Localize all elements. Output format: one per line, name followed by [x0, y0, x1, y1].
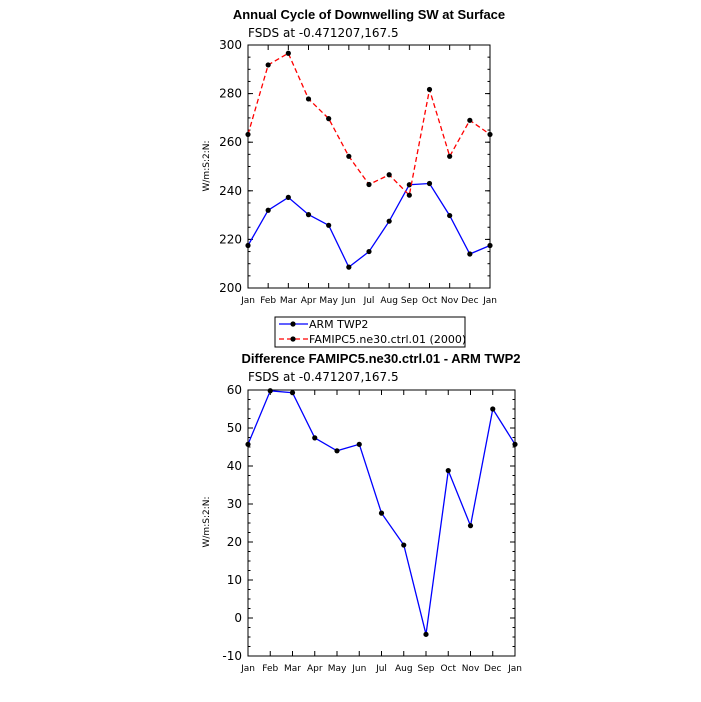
- plot-area: Jan Feb Mar Apr May Jun Jul Aug Sep Oct Nov Dec Jan2…: [219, 38, 497, 306]
- data-point: [326, 116, 332, 122]
- x-tick-label: Jul: [375, 664, 387, 674]
- legend-label-famipc5: FAMIPC5.ne30.ctrl.01 (2000): [309, 333, 466, 346]
- data-point: [305, 96, 312, 102]
- data-point: [426, 86, 433, 93]
- legend: ARM TWP2 FAMIPC5.ne30.ctrl.01 (2000): [274, 316, 466, 348]
- chart-title: Difference FAMIPC5.ne30.ctrl.01 - ARM TW…: [241, 351, 520, 366]
- y-tick-label: -10: [222, 649, 242, 663]
- data-point: [265, 62, 271, 68]
- x-tick-label: Sep: [401, 296, 418, 306]
- data-point: [447, 153, 453, 159]
- x-tick-label: Dec: [461, 296, 478, 306]
- data-point: [406, 192, 412, 198]
- data-point: [346, 264, 352, 270]
- legend-marker-famipc5: [290, 336, 296, 342]
- data-point: [356, 441, 362, 447]
- x-tick-label: May: [328, 664, 347, 674]
- x-tick-label: Jan: [240, 296, 255, 306]
- x-tick-label: Oct: [440, 664, 456, 674]
- y-tick-label: 60: [227, 383, 242, 397]
- data-point: [305, 212, 312, 218]
- y-tick-label: 20: [227, 535, 242, 549]
- data-point: [487, 131, 493, 138]
- data-point: [346, 153, 352, 159]
- chart-title: Annual Cycle of Downwelling SW at Surfac…: [233, 7, 505, 22]
- y-tick-label: 220: [219, 232, 242, 246]
- data-point: [447, 212, 453, 219]
- y-tick-label: 50: [227, 421, 242, 435]
- x-tick-label: Apr: [307, 664, 323, 674]
- data-point: [312, 435, 318, 441]
- data-point: [467, 251, 473, 257]
- x-tick-label: Dec: [484, 664, 501, 674]
- y-tick-label: 200: [219, 281, 242, 295]
- y-tick-label: 240: [219, 184, 242, 198]
- x-tick-label: Mar: [284, 664, 301, 674]
- plot-area: Jan Feb Mar Apr May Jun Jul Aug Sep Oct Nov Dec Jan-…: [222, 383, 522, 674]
- data-point: [467, 117, 473, 123]
- data-point: [423, 631, 429, 637]
- y-tick-label: 300: [219, 38, 242, 52]
- chart-subtitle: FSDS at -0.471207,167.5: [248, 370, 399, 384]
- plot-frame: [247, 389, 516, 657]
- data-point: [366, 181, 372, 188]
- data-point: [245, 131, 251, 138]
- data-point: [289, 390, 296, 396]
- x-tick-label: Feb: [262, 664, 278, 674]
- legend-label-arm: ARM TWP2: [309, 318, 368, 331]
- data-point: [378, 510, 385, 516]
- x-tick-label: Jun: [351, 664, 366, 674]
- data-point: [326, 222, 332, 228]
- y-tick-label: 10: [227, 573, 242, 587]
- data-point: [265, 207, 271, 213]
- data-point: [285, 50, 291, 56]
- data-point: [401, 542, 407, 548]
- legend-marker-arm: [290, 321, 296, 327]
- chart-difference: Difference FAMIPC5.ne30.ctrl.01 - ARM TW…: [202, 351, 522, 674]
- x-tick-label: Jun: [341, 296, 356, 306]
- y-tick-label: 260: [219, 135, 242, 149]
- x-tick-label: Jan: [482, 296, 497, 306]
- y-tick-label: 280: [219, 87, 242, 101]
- x-tick-label: May: [319, 296, 338, 306]
- x-tick-label: Jan: [507, 664, 522, 674]
- x-tick-label: Jan: [240, 664, 255, 674]
- data-point: [386, 218, 392, 224]
- x-tick-label: Apr: [301, 296, 317, 306]
- data-point: [285, 194, 291, 200]
- data-point: [490, 406, 496, 412]
- x-tick-label: Nov: [462, 664, 480, 674]
- data-point: [386, 172, 392, 178]
- data-point: [487, 242, 493, 249]
- x-tick-label: Feb: [260, 296, 276, 306]
- x-tick-label: Aug: [380, 296, 398, 306]
- x-tick-label: Aug: [395, 664, 413, 674]
- chart-subtitle: FSDS at -0.471207,167.5: [248, 26, 399, 40]
- chart-annual-cycle: Annual Cycle of Downwelling SW at Surfac…: [202, 7, 505, 348]
- data-point: [467, 523, 474, 529]
- x-tick-label: Nov: [441, 296, 459, 306]
- x-tick-label: Sep: [418, 664, 435, 674]
- data-point: [334, 448, 340, 454]
- series-line-1: [247, 52, 491, 197]
- data-point: [245, 242, 251, 249]
- data-point: [267, 388, 273, 394]
- data-point: [245, 441, 251, 447]
- y-axis-label: W/m:S:2:N:: [202, 141, 212, 192]
- series-line-0: [247, 182, 491, 269]
- legend-box: [274, 316, 466, 348]
- x-tick-label: Oct: [422, 296, 438, 306]
- x-tick-label: Mar: [280, 296, 297, 306]
- y-axis-label: W/m:S:2:N:: [202, 497, 212, 548]
- data-point: [512, 441, 518, 447]
- data-point: [426, 180, 433, 187]
- y-tick-label: 40: [227, 459, 242, 473]
- data-point: [366, 248, 372, 255]
- data-point: [406, 182, 412, 188]
- y-tick-label: 30: [227, 497, 242, 511]
- data-point: [445, 467, 451, 474]
- x-tick-label: Jul: [363, 296, 375, 306]
- y-tick-label: 0: [234, 611, 242, 625]
